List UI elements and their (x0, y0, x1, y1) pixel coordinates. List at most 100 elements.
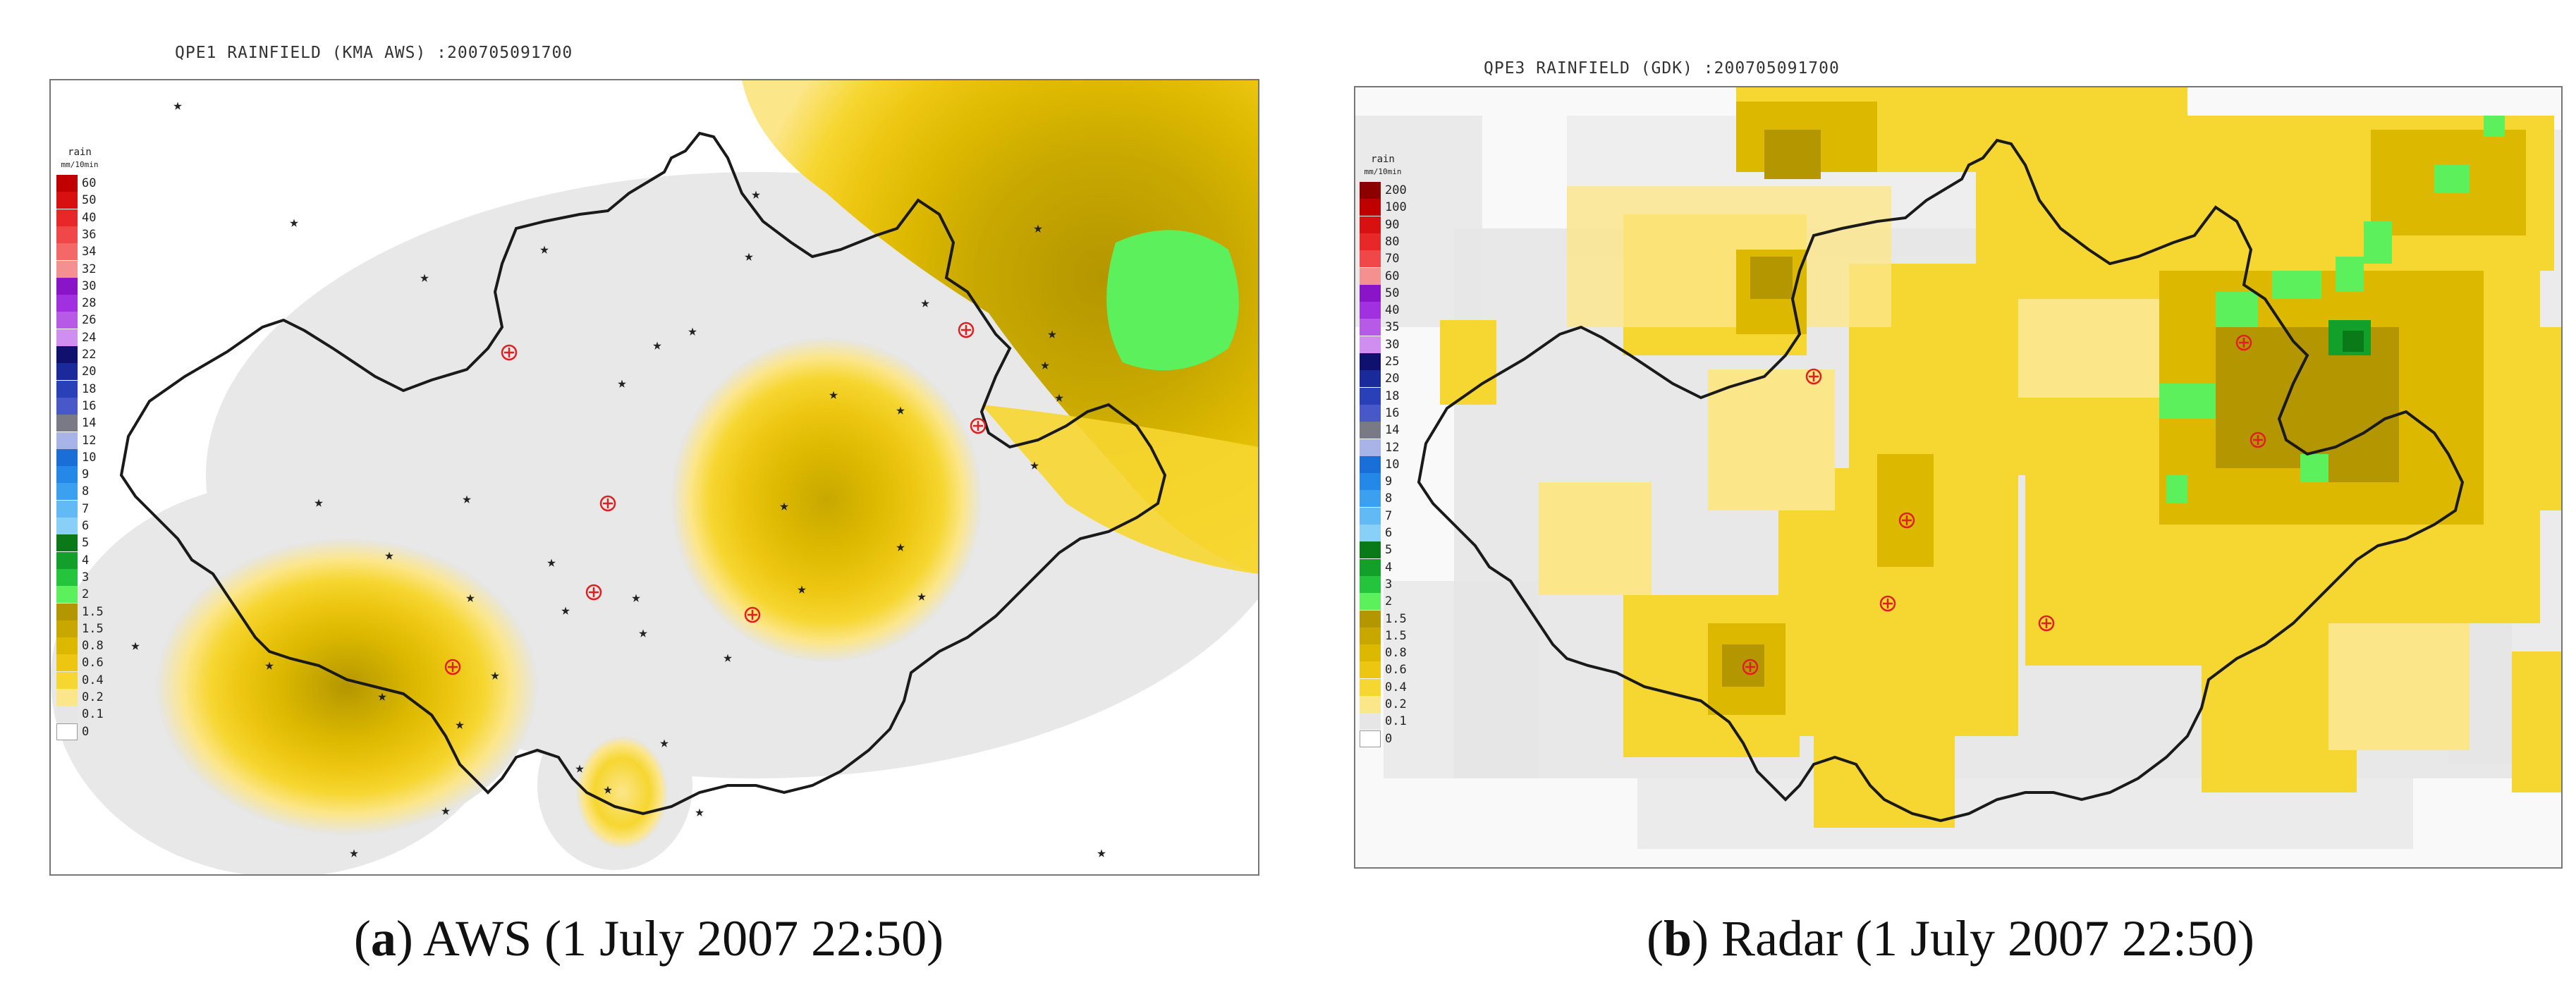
legend-swatch (1360, 319, 1381, 336)
legend-label: 6 (1385, 526, 1393, 540)
legend-label: 50 (1385, 286, 1400, 300)
legend-swatch (56, 654, 78, 672)
legend-label: 28 (82, 296, 97, 311)
legend-label: 12 (1385, 440, 1400, 455)
svg-text:★: ★ (723, 649, 732, 666)
svg-text:★: ★ (455, 716, 464, 733)
legend-swatch (1360, 713, 1381, 730)
map-frame-a: ★ ★ ★ ★ ★ ★ ★ ★ ★ ★ ★ ★ ★ ★ ★ ★ ★ ★ ★ ★ ★ ★ ★ ★ ★ ★ ★ ★ ★ ★ … (49, 79, 1259, 876)
svg-text:★: ★ (751, 185, 760, 203)
caption-letter-a: a (370, 910, 396, 967)
legend-label: 8 (82, 484, 90, 499)
legend-swatch (56, 448, 78, 466)
legend-label: 32 (82, 262, 97, 276)
legend-unit-label: rain (68, 147, 92, 158)
svg-text:★: ★ (264, 656, 274, 674)
legend-swatch (56, 483, 78, 501)
legend-label: 18 (82, 381, 97, 396)
legend-label: 1.5 (1385, 611, 1407, 626)
map-title-b: QPE3 RAINFIELD (GDK) :200705091700 (1484, 59, 1840, 78)
legend-swatch (1360, 525, 1381, 541)
legend-swatch (1360, 370, 1381, 388)
legend-swatch (56, 329, 78, 346)
legend-label: 40 (1385, 303, 1400, 318)
legend-label: 25 (1385, 355, 1400, 369)
svg-text:★: ★ (1033, 219, 1042, 237)
legend-swatch (56, 175, 78, 192)
legend-label: 0.1 (1385, 714, 1407, 729)
legend-label: 60 (82, 176, 97, 190)
legend-label: 7 (82, 501, 90, 516)
legend-b: rain mm/10min 200 100 90 80 70 60 50 40 35 30 25 20… (1358, 154, 1415, 788)
legend-swatch (1360, 661, 1381, 679)
svg-text:★: ★ (384, 546, 393, 564)
legend-label: 0.1 (82, 707, 104, 722)
panel-a: QPE1 RAINFIELD (KMA AWS) :200705091700 (49, 44, 1259, 967)
legend-label: 0.8 (82, 639, 104, 654)
legend-swatch (1360, 730, 1381, 747)
svg-text:★: ★ (652, 336, 661, 354)
rainfall-field-aws: ★★★ ★★★ ★★★ ★★★ ★★★ ★★★ ★★ ★ ★ ★ ★ ★★ ★ ★★ ★ … (51, 80, 1258, 874)
legend-label: 35 (1385, 320, 1400, 335)
svg-text:★: ★ (1097, 844, 1106, 862)
svg-text:★: ★ (462, 490, 471, 508)
svg-text:★: ★ (603, 780, 612, 798)
legend-swatch (56, 466, 78, 484)
legend-label: 0.6 (1385, 663, 1407, 678)
svg-text:★: ★ (377, 687, 386, 705)
svg-text:★: ★ (490, 666, 499, 684)
legend-label: 2 (1385, 594, 1393, 609)
legend-label: 4 (1385, 560, 1393, 575)
legend-label: 36 (82, 227, 97, 242)
legend-swatch (56, 346, 78, 363)
caption-text-b: Radar (1 July 2007 22:50) (1721, 910, 2254, 967)
legend-swatch (1360, 216, 1381, 233)
legend-label: 50 (82, 193, 97, 208)
legend-label: 3 (82, 570, 90, 584)
legend-label: 5 (1385, 543, 1393, 558)
svg-text:★: ★ (896, 538, 905, 556)
legend-swatch (56, 500, 78, 518)
svg-text:★: ★ (638, 624, 647, 642)
legend-label: 0.2 (82, 690, 104, 704)
legend-swatch (1360, 233, 1381, 250)
svg-text:★: ★ (1040, 356, 1049, 374)
legend-swatch (56, 415, 78, 432)
caption-letter-b: b (1664, 910, 1692, 967)
svg-text:★: ★ (688, 322, 697, 340)
legend-label: 80 (1385, 234, 1400, 249)
legend-swatch (1360, 455, 1381, 473)
legend-label: 26 (82, 313, 97, 328)
legend-label: 70 (1385, 252, 1400, 267)
legend-swatch (56, 551, 78, 569)
legend-label: 30 (1385, 337, 1400, 352)
legend-label: 14 (82, 416, 97, 431)
legend-swatch (56, 431, 78, 449)
legend-label: 200 (1385, 183, 1407, 197)
legend-swatch (1360, 490, 1381, 508)
legend-swatch (56, 209, 78, 226)
legend-label: 3 (1385, 577, 1393, 592)
legend-label: 0.4 (82, 673, 104, 687)
legend-swatch (56, 243, 78, 261)
legend-swatch (56, 226, 78, 243)
station-stars-a: ★★★ ★★★ ★★★ ★★★ ★★★ ★★★ ★★ ★ ★ ★ ★ ★★ ★ ★★ ★ … (130, 97, 1106, 874)
legend-label: 8 (1385, 491, 1393, 506)
legend-swatch (1360, 250, 1381, 268)
legend-swatch (1360, 473, 1381, 491)
legend-swatch (1360, 507, 1381, 525)
legend-swatch (56, 192, 78, 209)
legend-swatch (1360, 593, 1381, 611)
caption-a: (a) AWS (1 July 2007 22:50) (353, 910, 944, 967)
legend-swatch (1360, 678, 1381, 696)
legend-label: 16 (1385, 405, 1400, 420)
legend-swatch (1360, 387, 1381, 405)
svg-text:★: ★ (173, 97, 182, 114)
legend-label: 0 (82, 724, 90, 739)
legend-swatch (56, 723, 78, 740)
svg-text:★: ★ (920, 294, 929, 312)
panel-b: QPE3 RAINFIELD (GDK) :200705091700 (1288, 0, 2576, 1004)
legend-swatch (56, 380, 78, 398)
legend-label: 24 (82, 330, 97, 345)
svg-text:★: ★ (896, 401, 905, 419)
